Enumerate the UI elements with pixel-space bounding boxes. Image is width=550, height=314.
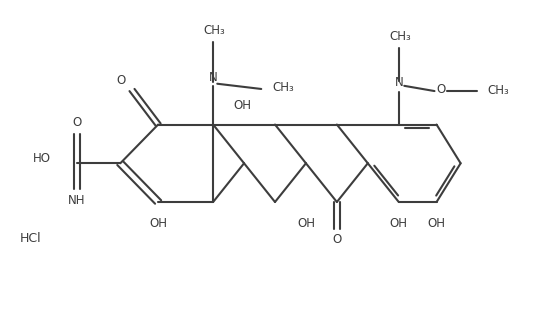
Text: O: O [437, 83, 446, 96]
Text: O: O [332, 233, 342, 246]
Text: OH: OH [427, 218, 446, 230]
Text: NH: NH [68, 194, 86, 208]
Text: N: N [209, 72, 217, 84]
Text: CH₃: CH₃ [487, 84, 509, 96]
Text: HO: HO [33, 152, 51, 165]
Text: OH: OH [390, 218, 408, 230]
Text: O: O [73, 116, 81, 129]
Text: N: N [394, 76, 403, 89]
Text: CH₃: CH₃ [389, 30, 411, 43]
Text: HCl: HCl [19, 232, 41, 245]
Text: CH₃: CH₃ [272, 81, 294, 95]
Text: OH: OH [233, 99, 251, 112]
Text: O: O [117, 74, 125, 87]
Text: OH: OH [297, 218, 315, 230]
Text: CH₃: CH₃ [204, 24, 226, 37]
Text: OH: OH [149, 218, 167, 230]
